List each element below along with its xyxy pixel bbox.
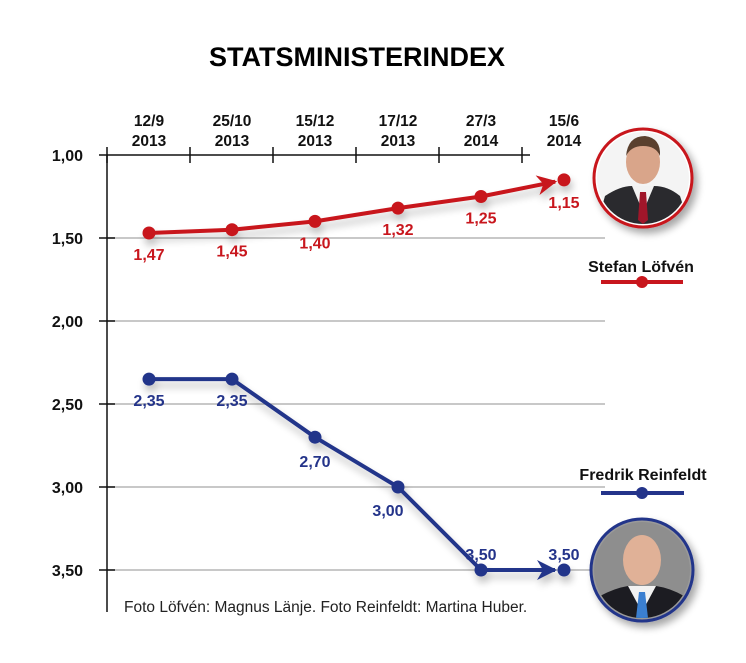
legend-label-reinfeldt: Fredrik Reinfeldt <box>579 467 707 484</box>
chart-title: STATSMINISTERINDEX <box>209 42 505 72</box>
x-tick-label-line2: 2013 <box>298 133 333 150</box>
data-point <box>225 372 239 386</box>
x-tick-label-line2: 2013 <box>132 133 167 150</box>
data-label: 1,15 <box>548 195 579 212</box>
portrait-reinfeldt <box>589 517 695 623</box>
data-point <box>557 563 571 577</box>
gridlines <box>107 237 605 571</box>
y-tick-label: 2,00 <box>52 314 83 331</box>
x-tick-label-line2: 2013 <box>215 133 250 150</box>
data-label: 1,40 <box>299 235 330 252</box>
x-tick-label-line1: 12/9 <box>134 113 165 130</box>
y-tick-label: 1,00 <box>52 148 83 165</box>
data-point <box>474 190 488 203</box>
x-tick-label-line1: 15/12 <box>296 113 335 130</box>
data-label: 2,35 <box>216 393 247 410</box>
photo-credit: Foto Löfvén: Magnus Länje. Foto Reinfeld… <box>124 599 527 616</box>
y-tick-label: 1,50 <box>52 231 83 248</box>
data-label: 1,45 <box>216 244 247 261</box>
series-reinfeldt <box>142 372 571 580</box>
legend-label-lofven: Stefan Löfvén <box>588 259 694 276</box>
y-tick-label: 3,50 <box>52 563 83 580</box>
data-label: 1,47 <box>133 247 164 264</box>
data-point <box>142 226 156 240</box>
data-point <box>391 201 405 215</box>
x-tick-label-line1: 17/12 <box>379 113 418 130</box>
x-tick-label-line1: 25/10 <box>213 113 252 130</box>
data-point <box>391 480 405 494</box>
axes <box>99 147 530 612</box>
data-point <box>308 214 322 228</box>
x-tick-label-line2: 2014 <box>547 133 582 150</box>
data-label: 3,00 <box>372 503 403 520</box>
x-tick-labels: 12/9 2013 25/10 2013 15/12 2013 17/12 2013 27/3 2… <box>132 113 582 150</box>
x-tick-label-line2: 2014 <box>464 133 499 150</box>
x-tick-label-line1: 15/6 <box>549 113 580 130</box>
data-label: 1,25 <box>465 211 496 228</box>
data-label: 2,35 <box>133 393 164 410</box>
x-tick-label-line2: 2013 <box>381 133 416 150</box>
y-tick-label: 3,00 <box>52 480 83 497</box>
data-point <box>225 223 239 237</box>
data-label: 3,50 <box>465 547 496 564</box>
data-point <box>474 563 488 577</box>
series-line <box>149 377 483 572</box>
portrait-lofven <box>592 127 694 229</box>
y-tick-label: 2,50 <box>52 397 83 414</box>
data-label: 3,50 <box>548 547 579 564</box>
data-label: 2,70 <box>299 454 330 471</box>
data-point <box>557 173 571 187</box>
series-arrow <box>480 175 558 199</box>
data-point <box>308 430 322 444</box>
series-lofven <box>142 173 571 240</box>
legend-marker-lofven <box>601 276 683 288</box>
data-point <box>142 372 156 386</box>
series-group: 1,47 1,45 1,40 1,32 1,25 1,15 2,35 2,35 2,70 3,00… <box>133 173 580 580</box>
y-tick-labels: 1,00 1,50 2,00 2,50 3,00 3,50 <box>52 148 83 580</box>
x-tick-label-line1: 27/3 <box>466 113 497 130</box>
data-label: 1,32 <box>382 222 413 239</box>
legend-marker-reinfeldt <box>601 487 684 499</box>
